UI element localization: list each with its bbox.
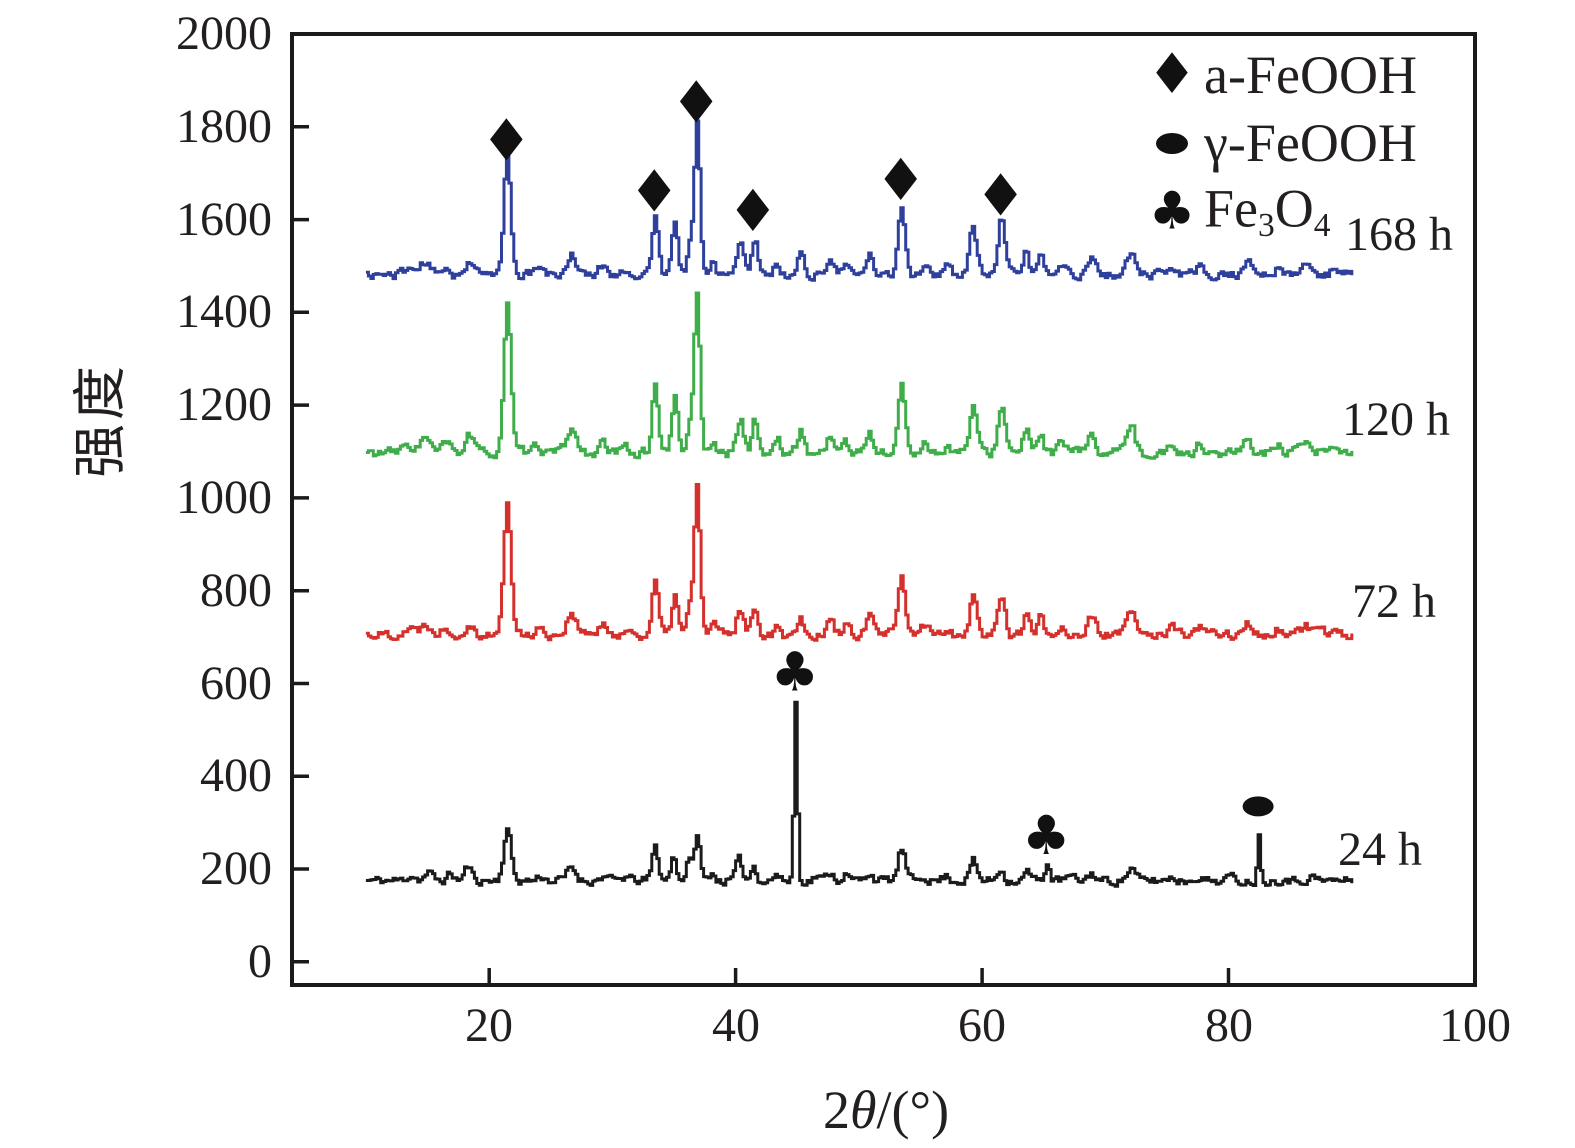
legend-label-sub: 4 [1313,206,1331,244]
y-tick-label: 600 [200,657,272,710]
y-tick-label: 1800 [176,100,272,153]
x-tick-label: 40 [712,999,760,1052]
fe3o4-marker-icon: ♣ [771,640,819,703]
legend-label: a-FeOOH [1204,45,1417,105]
xrd-trace-24h [365,700,1354,888]
legend-label-part: Fe [1204,178,1258,239]
diamond-icon: ♦ [1146,42,1198,107]
legend-item-fe3o4: ♣ Fe3O4 [1146,182,1331,243]
y-tick-label: 0 [248,935,272,988]
legend-label: Fe3O4 [1204,182,1330,243]
a-feooh-marker-icon: ♦ [975,161,1027,229]
a-feooh-marker-icon: ♦ [727,177,779,245]
y-tick-label: 800 [200,564,272,617]
x-tick-label: 100 [1439,999,1511,1052]
x-tick-label: 20 [465,999,513,1052]
curve-label-168h: 168 h [1345,208,1453,261]
y-axis-title: 强度 [70,362,131,478]
x-axis-title: 2θ/(°) [823,1079,949,1141]
x-axis-title-theta: θ [849,1080,877,1140]
xrd-trace-72h [365,483,1354,642]
curve-label-72h: 72 h [1352,575,1436,628]
axes-frame [290,32,1477,987]
gamma-feooh-marker-icon [1242,796,1274,817]
legend-label-sub: 3 [1258,206,1275,244]
x-axis-title-prefix: 2 [822,1080,850,1140]
fe3o4-marker-icon: ♣ [1022,804,1070,867]
y-tick-label: 1600 [176,193,272,246]
curve-label-24h: 24 h [1338,823,1422,876]
y-tick-label: 200 [200,842,272,895]
legend-item-gamma-feooh: γ-FeOOH [1146,116,1417,170]
x-tick-label: 80 [1205,999,1253,1052]
xrd-trace-120h [365,291,1354,460]
x-axis-title-suffix: /(°) [876,1080,950,1140]
a-feooh-marker-icon: ♦ [628,158,680,226]
y-tick-label: 1200 [176,378,272,431]
a-feooh-marker-icon: ♦ [875,146,927,214]
a-feooh-marker-icon: ♦ [670,69,722,137]
legend-item-a-feooh: ♦ a-FeOOH [1146,47,1417,103]
x-tick-label: 60 [958,999,1006,1052]
a-feooh-marker-icon: ♦ [480,107,532,175]
y-tick-label: 2000 [176,7,272,60]
ellipse-icon [1146,132,1198,154]
xrd-trace-168h [365,119,1354,282]
legend-label: γ-FeOOH [1204,113,1417,173]
y-tick-label: 400 [200,749,272,802]
y-tick-label: 1000 [176,471,272,524]
curve-label-120h: 120 h [1342,393,1450,446]
legend-label-part: O [1274,178,1314,239]
y-tick-label: 1400 [176,285,272,338]
club-icon: ♣ [1148,182,1196,242]
